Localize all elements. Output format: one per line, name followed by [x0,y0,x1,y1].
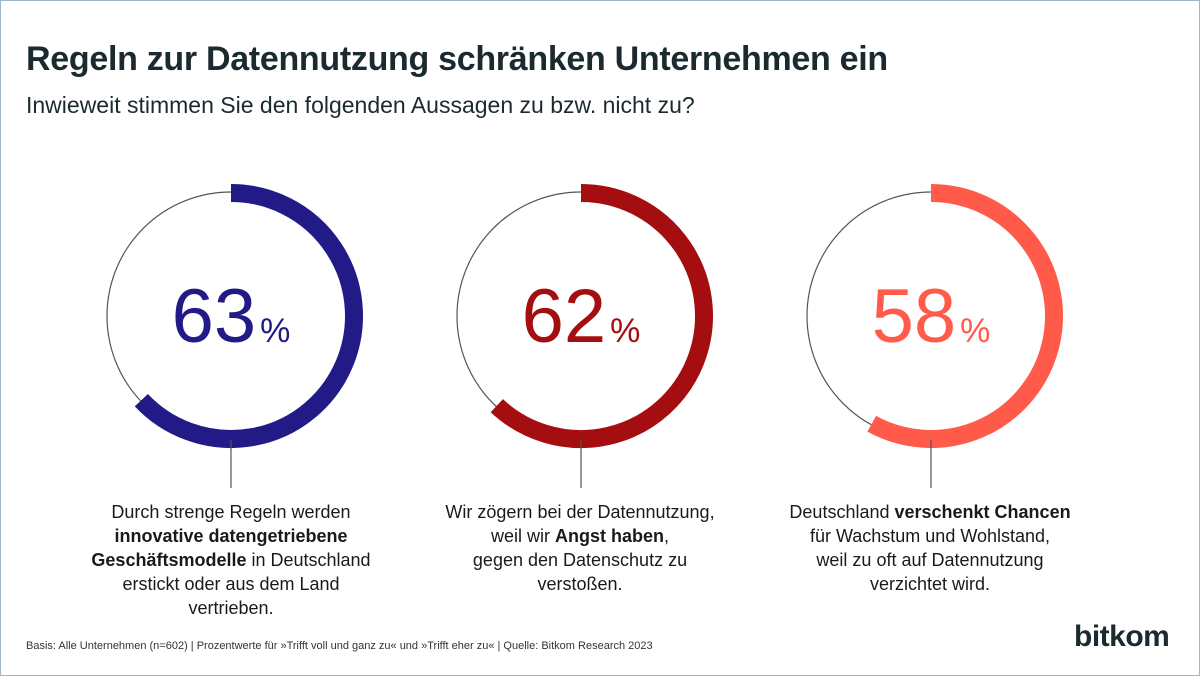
donut-arc-3 [867,184,1063,448]
caption-text: in Deutschland [246,550,371,570]
chart-title: Regeln zur Datennutzung schränken Untern… [26,40,888,78]
caption-emphasis: verschenkt Chancen [894,502,1071,522]
caption-text: weil wir [490,526,555,546]
caption-emphasis: innovative datengetriebene [114,526,348,546]
caption-emphasis: Geschäftsmodelle [91,550,247,570]
caption-text: erstickt oder aus dem Land vertrieben. [122,574,340,618]
value-label-1: 63% [172,274,291,359]
chart-subtitle: Inwieweit stimmen Sie den folgenden Auss… [26,92,695,118]
source-footnote: Basis: Alle Unternehmen (n=602) | Prozen… [26,640,653,652]
caption-text: gegen den Datenschutz zu verstoßen. [472,550,688,594]
caption-text: Wir zögern bei der Datennutzung, [445,502,715,522]
donut-arc-1 [134,184,363,448]
caption-text: Deutschland [789,502,895,522]
value-label-3: 58% [872,274,991,359]
caption-statement-3: Deutschland verschenkt Chancen für Wachst… [780,500,1080,596]
caption-text: weil zu oft auf Datennutzung [816,550,1044,570]
bitkom-logo: bitkom [1074,620,1170,653]
value-label-2: 62% [522,274,641,359]
caption-text: verzichtet wird. [869,574,991,594]
caption-text: für Wachstum und Wohlstand, [809,526,1051,546]
caption-statement-2: Wir zögern bei der Datennutzung, weil wir… [430,500,730,596]
caption-text: , [664,526,670,546]
caption-statement-1: Durch strenge Regeln werden innovative da… [81,500,381,620]
caption-text: Durch strenge Regeln werden [111,502,351,522]
caption-emphasis: Angst haben [554,526,664,546]
donut-chart-area: 63% 62% 58% [106,184,1063,488]
donut-arc-2 [490,184,713,448]
